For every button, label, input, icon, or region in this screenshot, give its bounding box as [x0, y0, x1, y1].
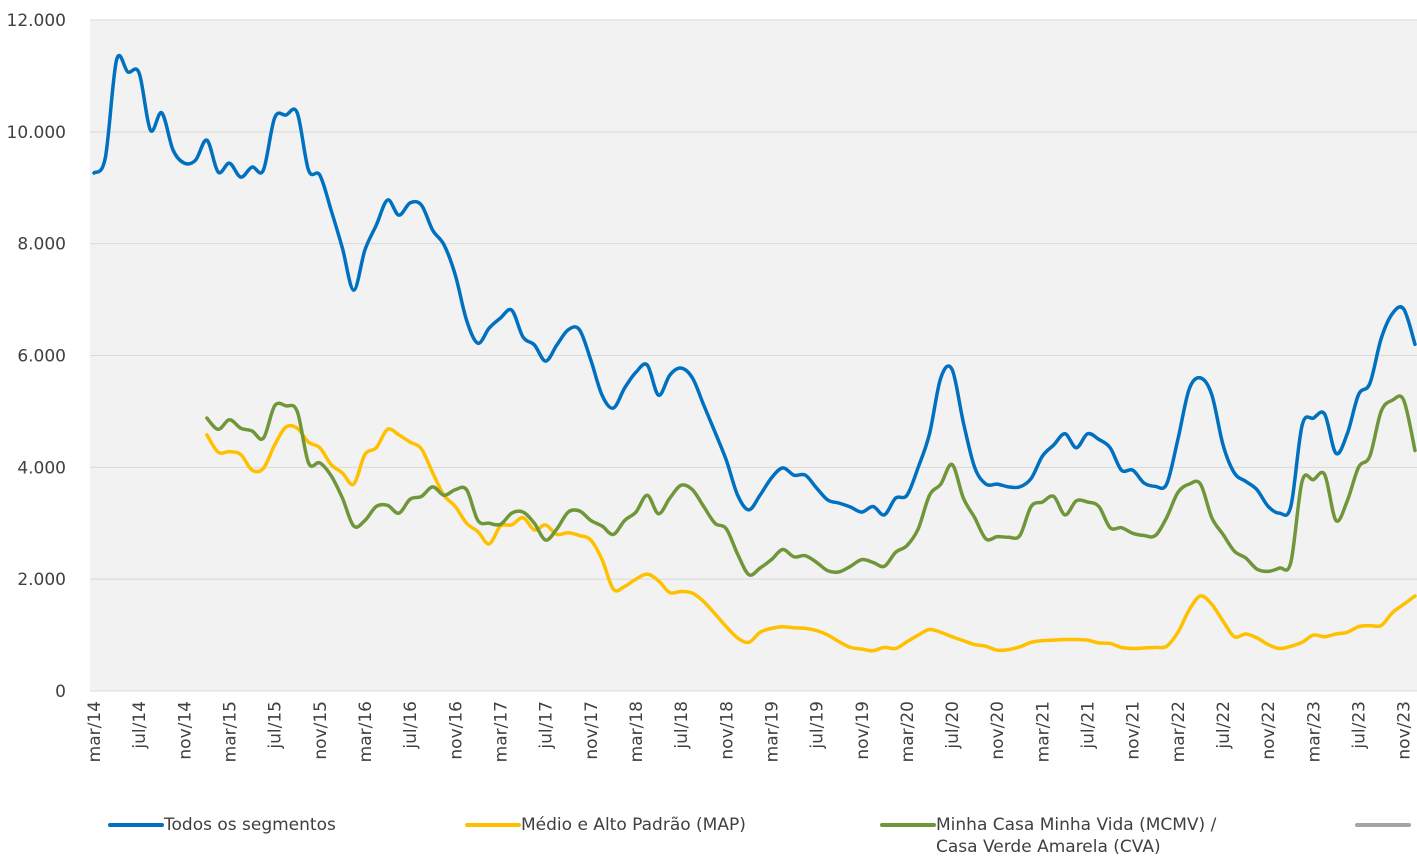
x-tick-label: jul/20: [943, 701, 963, 750]
series-line: [205, 423, 1417, 653]
x-tick-label: mar/23: [1304, 701, 1324, 762]
x-tick-label: jul/19: [808, 701, 828, 750]
x-tick-label: nov/19: [853, 701, 873, 760]
x-tick-label: jul/22: [1214, 701, 1234, 750]
y-tick-label: 8.000: [17, 235, 66, 255]
y-tick-label: 2.000: [17, 570, 66, 590]
y-tick-label: 6.000: [17, 347, 66, 367]
x-tick-label: mar/17: [491, 701, 511, 762]
x-tick-label: mar/22: [1169, 701, 1189, 762]
legend-swatch: [465, 823, 521, 827]
legend-label: Minha Casa Minha Vida (MCMV) / Casa Verd…: [936, 815, 1217, 857]
legend-cut-entry: [1355, 814, 1411, 827]
x-tick-label: nov/15: [311, 701, 331, 760]
series-line: [92, 53, 1417, 518]
legend-swatch: [880, 823, 936, 827]
x-tick-label: mar/15: [220, 701, 240, 762]
x-tick-label: nov/16: [446, 701, 466, 760]
x-tick-label: jul/17: [537, 701, 557, 750]
x-tick-label: jul/23: [1350, 701, 1370, 750]
x-tick-label: jul/16: [401, 701, 421, 750]
x-tick-label: nov/23: [1395, 701, 1415, 760]
x-tick-label: mar/19: [762, 701, 782, 762]
y-tick-label: 4.000: [17, 458, 66, 478]
legend-entry: Minha Casa Minha Vida (MCMV) / Casa Verd…: [880, 814, 1256, 858]
x-tick-label: nov/17: [582, 701, 602, 760]
x-tick-label: mar/20: [898, 701, 918, 762]
y-tick-label: 0: [55, 682, 66, 702]
y-tick-label: 12.000: [7, 11, 66, 31]
x-tick-label: mar/21: [1033, 701, 1053, 762]
x-tick-label: jul/18: [672, 701, 692, 750]
x-tick-label: mar/18: [627, 701, 647, 762]
x-tick-label: jul/21: [1079, 701, 1099, 750]
legend-label: Médio e Alto Padrão (MAP): [521, 815, 746, 835]
x-tick-label: mar/14: [85, 701, 105, 762]
legend-entry: Médio e Alto Padrão (MAP): [465, 814, 841, 836]
x-tick-label: nov/20: [988, 701, 1008, 760]
y-tick-label: 10.000: [7, 123, 66, 143]
legend-swatch: [108, 823, 164, 827]
chart: 0 2.000 4.000 6.000 8.000 10.000 12.000 mar/14 j…: [7, 11, 1417, 762]
x-tick-label: nov/22: [1259, 701, 1279, 760]
series-line: [205, 394, 1417, 577]
x-tick-label: jul/15: [266, 701, 286, 750]
x-tick-label: mar/16: [356, 701, 376, 762]
x-tick-label: nov/14: [175, 701, 195, 760]
legend-label: Todos os segmentos: [164, 815, 336, 835]
x-tick-label: nov/21: [1124, 701, 1144, 760]
x-tick-label: nov/18: [717, 701, 737, 760]
legend-entry: Todos os segmentos: [108, 814, 484, 836]
x-tick-label: jul/14: [130, 701, 150, 750]
